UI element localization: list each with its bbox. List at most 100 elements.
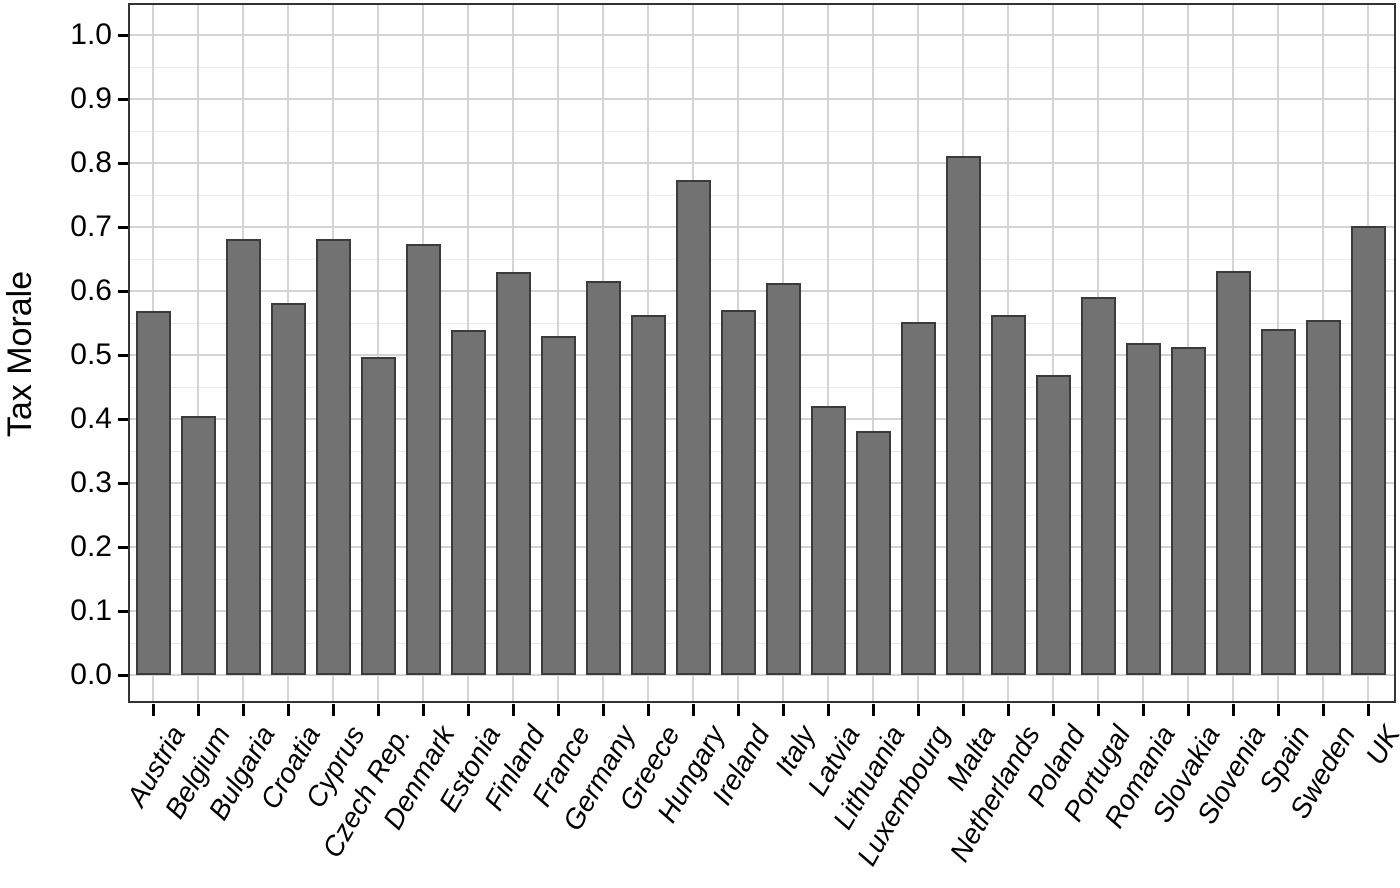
y-axis-tick-label: 1.0 — [70, 18, 112, 51]
y-axis-tick-label: 0.6 — [70, 274, 112, 307]
gridline-horizontal-major — [128, 546, 1396, 548]
bar-lithuania — [855, 431, 891, 675]
bar-slovakia — [1170, 347, 1206, 675]
gridline-horizontal-major — [128, 482, 1396, 484]
gridline-horizontal-minor — [128, 258, 1396, 260]
x-axis-tick — [1321, 704, 1325, 716]
x-axis-tick — [151, 704, 155, 716]
y-axis-tick — [118, 33, 128, 37]
x-axis-tick — [1186, 704, 1190, 716]
y-axis-tick-label: 0.5 — [70, 338, 112, 371]
x-axis-tick — [1141, 704, 1145, 716]
plot-panel — [128, 3, 1396, 703]
bar-netherlands — [990, 315, 1026, 675]
x-axis-tick — [781, 704, 785, 716]
x-axis-tick — [1231, 704, 1235, 716]
x-axis-tick — [1276, 704, 1280, 716]
x-axis-tick — [376, 704, 380, 716]
x-axis-tick-label: UK — [1359, 720, 1400, 770]
bar-ireland — [720, 310, 756, 675]
y-axis-tick-label: 0.2 — [70, 530, 112, 563]
x-axis-tick — [241, 704, 245, 716]
x-axis-tick — [646, 704, 650, 716]
x-axis-tick — [421, 704, 425, 716]
bar-estonia — [450, 330, 486, 675]
gridline-vertical-major — [1052, 3, 1054, 703]
gridline-vertical-major — [197, 3, 199, 703]
gridline-horizontal-major — [128, 98, 1396, 100]
gridline-horizontal-minor — [128, 322, 1396, 324]
y-axis-tick — [118, 609, 128, 613]
bar-sweden — [1305, 320, 1341, 675]
y-axis-tick — [118, 545, 128, 549]
bar-germany — [585, 281, 621, 675]
gridline-horizontal-major — [128, 290, 1396, 292]
x-axis-tick — [916, 704, 920, 716]
x-axis-tick — [1006, 704, 1010, 716]
x-axis-tick — [196, 704, 200, 716]
bar-malta — [945, 156, 981, 675]
bar-hungary — [675, 180, 711, 675]
gridline-horizontal-major — [128, 674, 1396, 676]
x-axis-tick — [556, 704, 560, 716]
y-axis-tick — [118, 161, 128, 165]
gridline-horizontal-major — [128, 418, 1396, 420]
bar-poland — [1035, 375, 1071, 675]
gridline-vertical-major — [872, 3, 874, 703]
bar-finland — [495, 272, 531, 675]
gridline-horizontal-major — [128, 226, 1396, 228]
bar-bulgaria — [225, 239, 261, 675]
y-axis-tick — [118, 225, 128, 229]
y-axis-tick-label: 0.0 — [70, 658, 112, 691]
x-axis-tick — [511, 704, 515, 716]
bar-romania — [1125, 343, 1161, 675]
gridline-horizontal-minor — [128, 66, 1396, 68]
gridline-horizontal-minor — [128, 642, 1396, 644]
y-axis-tick-label: 0.1 — [70, 594, 112, 627]
y-axis-tick-label: 0.3 — [70, 466, 112, 499]
y-axis-tick — [118, 481, 128, 485]
gridline-horizontal-minor — [128, 514, 1396, 516]
gridline-horizontal-minor — [128, 194, 1396, 196]
gridline-horizontal-major — [128, 610, 1396, 612]
y-axis-tick-label: 0.7 — [70, 210, 112, 243]
x-axis-tick — [961, 704, 965, 716]
x-axis-tick — [466, 704, 470, 716]
gridline-horizontal-minor — [128, 450, 1396, 452]
x-axis-tick — [331, 704, 335, 716]
bar-france — [540, 336, 576, 675]
gridline-horizontal-major — [128, 34, 1396, 36]
x-axis-tick — [736, 704, 740, 716]
bar-belgium — [180, 416, 216, 675]
x-axis-tick — [1096, 704, 1100, 716]
gridline-horizontal-minor — [128, 386, 1396, 388]
bar-spain — [1260, 329, 1296, 675]
bar-croatia — [270, 303, 306, 675]
y-axis-tick-label: 0.4 — [70, 402, 112, 435]
y-axis-tick-label: 0.8 — [70, 146, 112, 179]
y-axis-tick-label: 0.9 — [70, 82, 112, 115]
y-axis-tick — [118, 289, 128, 293]
bar-austria — [135, 311, 171, 675]
bar-greece — [630, 315, 666, 675]
x-axis-tick — [1366, 704, 1370, 716]
bar-uk — [1350, 226, 1386, 675]
x-axis-tick — [1051, 704, 1055, 716]
x-axis-tick — [871, 704, 875, 716]
gridline-horizontal-minor — [128, 578, 1396, 580]
x-axis-tick — [826, 704, 830, 716]
x-axis-tick — [691, 704, 695, 716]
bar-latvia — [810, 406, 846, 675]
bar-slovenia — [1215, 271, 1251, 675]
gridline-horizontal-major — [128, 162, 1396, 164]
gridline-horizontal-major — [128, 354, 1396, 356]
bar-cyprus — [315, 239, 351, 675]
gridline-horizontal-minor — [128, 130, 1396, 132]
y-axis-tick — [118, 417, 128, 421]
gridline-vertical-major — [377, 3, 379, 703]
y-axis-tick — [118, 353, 128, 357]
y-axis-tick — [118, 673, 128, 677]
bar-portugal — [1080, 297, 1116, 675]
bar-luxembourg — [900, 322, 936, 675]
